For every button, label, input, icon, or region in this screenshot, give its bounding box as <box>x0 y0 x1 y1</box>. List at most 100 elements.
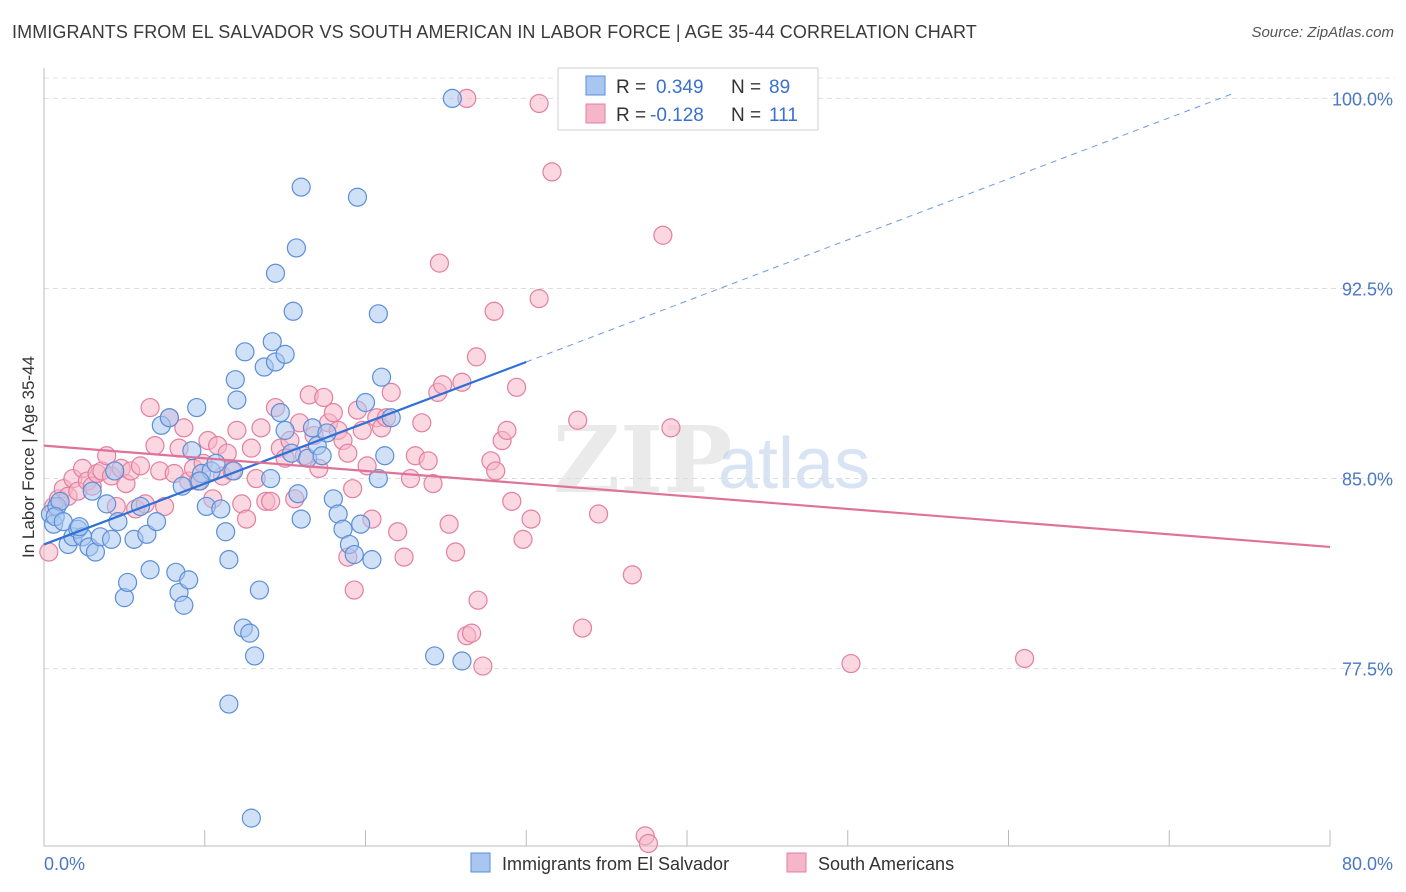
bottom-legend-label-pink: South Americans <box>818 854 954 874</box>
data-point-south-americans <box>343 479 363 499</box>
data-point-south-americans <box>638 833 659 854</box>
data-point-el-salvador <box>101 529 122 549</box>
trend-line-el-salvador-extension <box>526 92 1234 363</box>
data-point-el-salvador <box>286 238 306 258</box>
data-point-south-americans <box>261 491 281 511</box>
data-point-south-americans <box>572 618 593 638</box>
data-point-el-salvador <box>219 550 239 570</box>
data-point-south-americans <box>653 225 673 245</box>
chart-title: IMMIGRANTS FROM EL SALVADOR VS SOUTH AME… <box>12 22 977 42</box>
data-point-el-salvador <box>179 570 199 590</box>
y-axis-label: In Labor Force | Age 35-44 <box>19 356 38 558</box>
series-el-salvador <box>40 88 472 828</box>
data-point-el-salvador <box>312 446 332 466</box>
data-point-south-americans <box>841 653 861 674</box>
data-point-el-salvador <box>105 461 125 481</box>
data-point-el-salvador <box>270 403 290 423</box>
bottom-legend-swatch-blue <box>470 852 491 873</box>
data-point-south-americans <box>486 461 506 481</box>
data-point-south-americans <box>174 418 194 438</box>
data-point-south-americans <box>154 496 175 517</box>
data-point-el-salvador <box>371 367 392 387</box>
data-point-south-americans <box>497 420 517 440</box>
data-point-south-americans <box>1014 648 1035 669</box>
data-point-south-americans <box>227 420 247 440</box>
data-point-el-salvador <box>240 623 260 643</box>
legend-r-value-2: -0.128 <box>650 105 704 126</box>
data-point-south-americans <box>473 656 493 676</box>
bottom-legend-label-blue: Immigrants from El Salvador <box>502 854 729 874</box>
data-point-south-americans <box>513 529 533 549</box>
data-point-el-salvador <box>275 344 295 364</box>
y-tick-labels: 77.5% 85.0% 92.5% 100.0% <box>1332 89 1393 679</box>
data-point-south-americans <box>588 504 609 524</box>
legend-n-label-2: N = <box>731 105 761 126</box>
data-point-south-americans <box>381 382 401 402</box>
data-point-south-americans <box>445 542 466 562</box>
x-tick-label-min: 0.0% <box>44 854 85 874</box>
data-point-south-americans <box>466 347 487 367</box>
x-tick-label-max: 80.0% <box>1342 854 1393 874</box>
data-point-el-salvador <box>283 301 303 321</box>
data-point-el-salvador <box>381 408 401 428</box>
data-point-south-americans <box>521 509 541 529</box>
data-point-south-americans <box>241 438 261 458</box>
data-point-el-salvador <box>355 392 376 413</box>
data-point-el-salvador <box>275 420 295 440</box>
data-point-el-salvador <box>241 808 261 828</box>
data-point-south-americans <box>236 509 257 529</box>
data-point-el-salvador <box>235 342 255 362</box>
data-point-south-americans <box>418 451 438 471</box>
data-point-el-salvador <box>159 408 179 428</box>
data-point-south-americans <box>507 377 527 397</box>
data-point-el-salvador <box>216 522 236 542</box>
top-legend: R = 0.349 N = 89 R = -0.128 N = 111 <box>557 67 819 131</box>
data-point-el-salvador <box>368 304 388 324</box>
data-point-el-salvador <box>452 651 472 671</box>
data-point-el-salvador <box>425 646 445 666</box>
series-south-americans <box>39 88 1035 854</box>
data-point-south-americans <box>568 410 588 430</box>
data-point-south-americans <box>251 418 271 438</box>
legend-r-label-2: R = <box>616 105 646 126</box>
data-point-el-salvador <box>206 453 226 473</box>
data-point-el-salvador <box>82 481 102 501</box>
data-point-el-salvador <box>368 468 388 489</box>
data-point-el-salvador <box>288 484 308 504</box>
data-point-el-salvador <box>344 544 364 565</box>
data-point-south-americans <box>423 474 443 494</box>
data-point-el-salvador <box>347 187 368 207</box>
data-point-el-salvador <box>261 468 281 489</box>
data-point-south-americans <box>484 301 504 321</box>
data-point-el-salvador <box>362 550 382 570</box>
data-point-south-americans <box>529 93 549 114</box>
data-point-el-salvador <box>442 88 462 109</box>
data-point-el-salvador <box>249 580 270 600</box>
watermark-atlas: atlas <box>718 424 870 504</box>
data-point-el-salvador <box>130 496 151 517</box>
data-point-el-salvador <box>174 595 194 615</box>
data-point-south-americans <box>412 413 432 433</box>
data-point-el-salvador <box>227 390 247 410</box>
data-point-south-americans <box>145 435 165 456</box>
data-point-el-salvador <box>375 446 395 466</box>
y-tick-label: 77.5% <box>1342 660 1393 680</box>
trend-line-el-salvador <box>43 360 527 546</box>
data-point-el-salvador <box>262 332 282 352</box>
data-point-el-salvador <box>291 509 311 529</box>
data-point-south-americans <box>461 623 482 643</box>
data-point-south-americans <box>429 253 450 273</box>
data-point-south-americans <box>439 514 459 534</box>
data-point-south-americans <box>39 542 59 562</box>
gridlines <box>44 77 1395 670</box>
data-point-south-americans <box>468 590 488 610</box>
legend-r-value-1: 0.349 <box>656 77 704 98</box>
trend-lines <box>43 92 1331 549</box>
data-point-el-salvador <box>117 572 138 593</box>
data-point-el-salvador <box>291 177 311 197</box>
data-point-south-americans <box>140 397 160 418</box>
data-point-south-americans <box>338 443 358 463</box>
data-point-el-salvador <box>182 441 202 461</box>
data-point-el-salvador <box>265 263 286 283</box>
